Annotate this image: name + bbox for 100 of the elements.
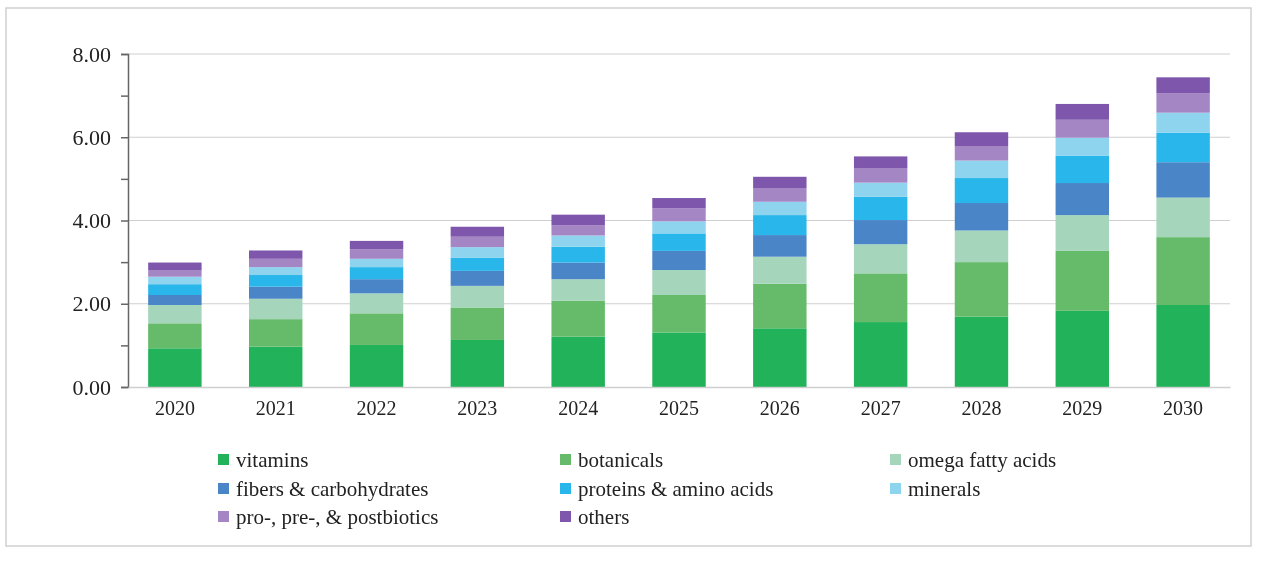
bar xyxy=(1055,250,1110,311)
bar xyxy=(753,283,807,329)
x-tick-label: 2023 xyxy=(457,397,498,420)
bar xyxy=(450,236,505,248)
bar xyxy=(1055,215,1110,251)
bar xyxy=(652,270,706,296)
bar xyxy=(954,145,1009,161)
bar xyxy=(349,313,404,345)
bar xyxy=(349,344,404,387)
bar xyxy=(1156,112,1210,133)
y-tick-label: 2.00 xyxy=(72,291,111,317)
bar xyxy=(148,276,202,285)
y-tick-label: 6.00 xyxy=(72,124,111,150)
bar xyxy=(753,188,807,202)
bar xyxy=(551,214,605,226)
bar xyxy=(1055,183,1110,216)
bar xyxy=(349,267,404,280)
bar xyxy=(248,250,303,259)
bar xyxy=(954,178,1009,204)
legend-label: proteins & amino acids xyxy=(578,477,774,501)
bar xyxy=(1055,119,1110,138)
legend-label: pro-, pre-, & postbiotics xyxy=(236,505,439,529)
legend-label: omega fatty acids xyxy=(908,448,1057,472)
bar xyxy=(853,182,908,197)
bar xyxy=(450,226,505,237)
bar xyxy=(248,267,303,276)
bar xyxy=(1156,132,1210,163)
bar xyxy=(652,332,706,387)
bar xyxy=(248,286,303,299)
legend-label: fibers & carbohydrates xyxy=(236,477,429,501)
bar xyxy=(248,346,303,387)
x-tick-label: 2029 xyxy=(1062,397,1103,420)
bar xyxy=(450,285,505,308)
bar xyxy=(753,235,807,257)
x-tick-label: 2025 xyxy=(659,397,699,420)
bar xyxy=(349,249,404,259)
bar xyxy=(652,250,706,271)
bar xyxy=(349,293,404,314)
x-tick-label: 2030 xyxy=(1163,397,1204,420)
bar xyxy=(551,262,605,280)
bar xyxy=(450,339,505,387)
x-tick-label: 2020 xyxy=(154,397,195,420)
bar xyxy=(148,305,202,324)
bar xyxy=(148,295,202,305)
legend-label: minerals xyxy=(908,477,981,501)
x-tick-label: 2022 xyxy=(356,397,397,420)
bar xyxy=(450,307,505,340)
bar xyxy=(954,230,1009,263)
bar xyxy=(853,322,908,387)
bar xyxy=(954,132,1009,146)
legend-label: botanicals xyxy=(578,448,664,472)
bar xyxy=(148,284,202,296)
bar xyxy=(349,240,404,250)
bar xyxy=(1156,162,1210,198)
bar xyxy=(551,246,605,263)
x-tick-label: 2021 xyxy=(255,397,296,420)
bar xyxy=(148,262,202,271)
bar xyxy=(1055,310,1110,387)
bar xyxy=(954,316,1009,387)
bar xyxy=(148,348,202,387)
y-tick-label: 8.00 xyxy=(72,41,111,67)
bar xyxy=(248,275,303,287)
bar xyxy=(551,225,605,236)
legend-label: others xyxy=(578,505,630,529)
bar xyxy=(148,270,202,277)
bar xyxy=(753,176,807,189)
bar xyxy=(652,295,706,333)
bar xyxy=(753,201,807,216)
x-tick-label: 2024 xyxy=(558,397,599,420)
y-tick-label: 4.00 xyxy=(72,208,111,234)
bar xyxy=(1156,77,1210,94)
bar xyxy=(551,279,605,301)
bar xyxy=(450,270,505,286)
bar xyxy=(248,298,303,320)
y-tick-label: 0.00 xyxy=(72,374,111,400)
bar xyxy=(1055,155,1110,184)
bar xyxy=(1055,103,1110,120)
bar xyxy=(1055,137,1110,156)
bar xyxy=(853,196,908,221)
bar xyxy=(450,257,505,271)
bar xyxy=(1156,305,1210,387)
bar xyxy=(148,323,202,349)
x-tick-label: 2027 xyxy=(860,397,901,420)
bar xyxy=(853,244,908,274)
bar xyxy=(1156,93,1210,113)
bar xyxy=(753,328,807,387)
bar xyxy=(1156,197,1210,238)
bar xyxy=(853,156,908,169)
bar xyxy=(753,256,807,284)
bar xyxy=(652,198,706,209)
bar xyxy=(349,258,404,268)
x-tick-label: 2026 xyxy=(759,397,800,420)
bar xyxy=(853,220,908,245)
bar xyxy=(652,208,706,222)
bar xyxy=(954,160,1009,179)
bar xyxy=(753,215,807,236)
bar xyxy=(1156,237,1210,305)
bar xyxy=(248,319,303,347)
bar xyxy=(954,203,1009,231)
bar xyxy=(853,273,908,323)
